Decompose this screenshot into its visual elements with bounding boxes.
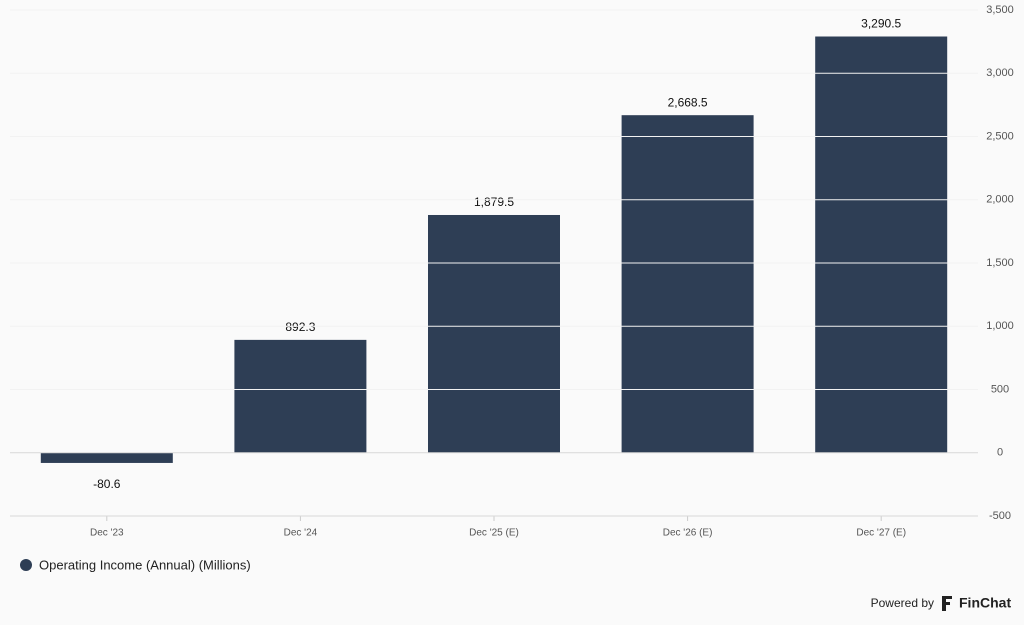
y-tick-label: 1,000 bbox=[986, 320, 1014, 332]
bar bbox=[234, 339, 367, 453]
powered-by: Powered by bbox=[871, 596, 934, 610]
legend-marker bbox=[20, 559, 32, 571]
brand-name[interactable]: FinChat bbox=[959, 595, 1011, 611]
value-label: 892.3 bbox=[285, 320, 315, 334]
y-tick-label: 3,000 bbox=[986, 67, 1014, 79]
x-tick-label: Dec '24 bbox=[284, 528, 318, 539]
value-label: 2,668.5 bbox=[668, 95, 708, 109]
value-label: -80.6 bbox=[93, 477, 121, 491]
x-tick-label: Dec '23 bbox=[90, 528, 124, 539]
bar bbox=[815, 36, 948, 453]
x-tick-label: Dec '26 (E) bbox=[663, 528, 713, 539]
bar bbox=[40, 452, 173, 463]
bar bbox=[428, 214, 560, 453]
value-label: 1,879.5 bbox=[474, 195, 514, 209]
brand-logo bbox=[942, 596, 952, 611]
y-tick-label: -500 bbox=[989, 510, 1011, 522]
y-tick-label: 2,000 bbox=[986, 194, 1014, 206]
value-label: 3,290.5 bbox=[861, 17, 901, 31]
y-tick-label: 2,500 bbox=[986, 130, 1014, 142]
legend-label[interactable]: Operating Income (Annual) (Millions) bbox=[39, 557, 251, 572]
y-tick-label: 500 bbox=[991, 383, 1009, 395]
y-tick-label: 1,500 bbox=[986, 257, 1014, 269]
bar bbox=[621, 115, 754, 453]
x-tick-label: Dec '25 (E) bbox=[469, 528, 519, 539]
y-tick-label: 3,500 bbox=[986, 4, 1014, 16]
y-tick-label: 0 bbox=[997, 447, 1003, 459]
x-tick-label: Dec '27 (E) bbox=[856, 528, 906, 539]
